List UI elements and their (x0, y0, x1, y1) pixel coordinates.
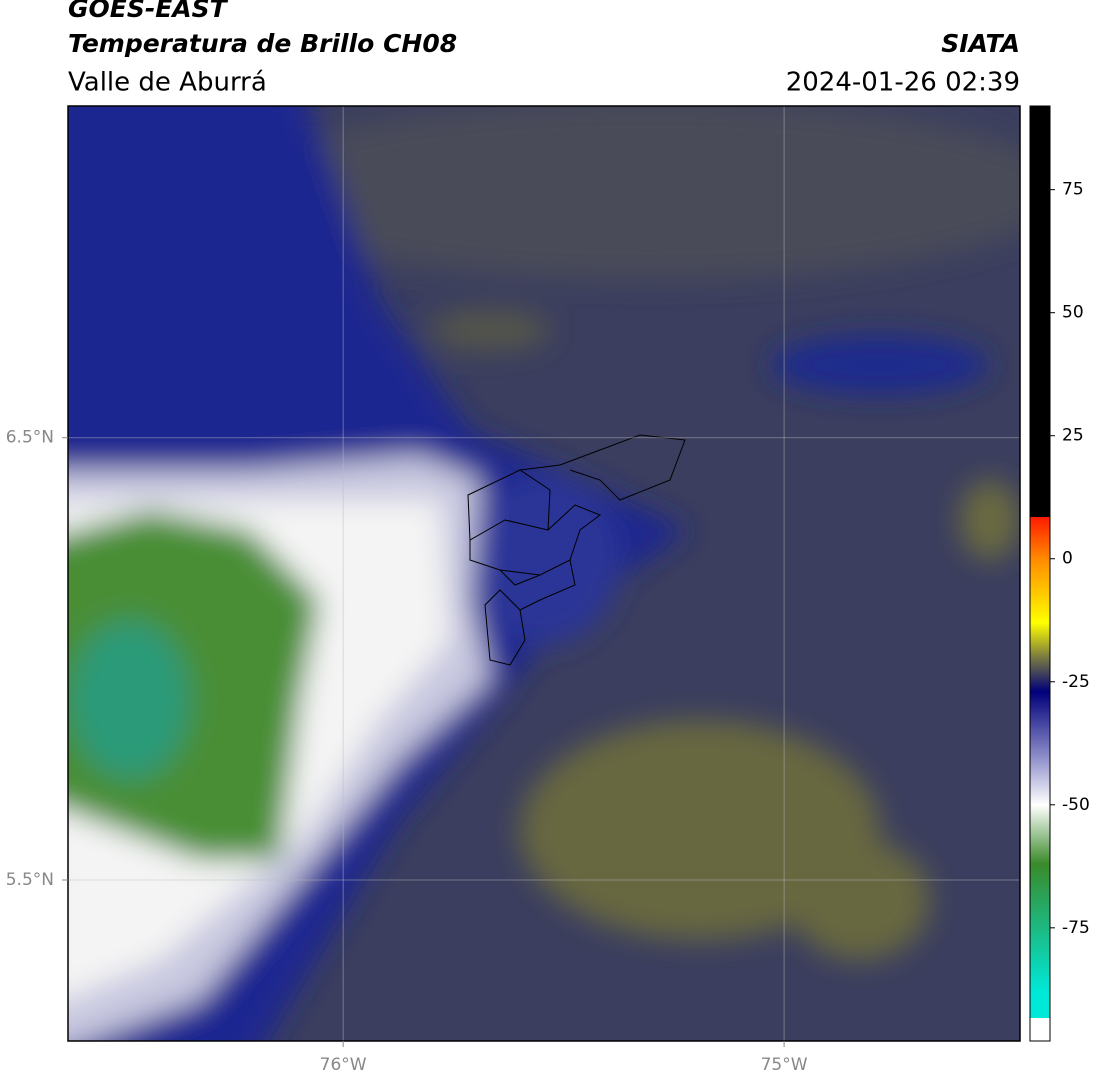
map-grid (68, 106, 1020, 1041)
colorbar-tick-label: -25 (1062, 672, 1090, 692)
title: Temperatura de Brillo CH08 (68, 29, 457, 58)
org: SIATA (941, 29, 1020, 58)
colorbar-tick-label: 0 (1062, 549, 1073, 569)
y-tick-label: 5.5°N (6, 870, 54, 890)
x-tick-label: 75°W (761, 1055, 808, 1075)
datetime: 2024-01-26 02:39 (786, 68, 1020, 98)
region: Valle de Aburrá (68, 68, 267, 98)
x-tick-label: 76°W (320, 1055, 367, 1075)
colorbar-tick-label: -50 (1062, 795, 1090, 815)
colorbar-tick-label: 75 (1062, 180, 1084, 200)
satellite-image (68, 106, 1020, 1041)
colorbar-tick-label: 25 (1062, 426, 1084, 446)
colorbar-tick-label: 50 (1062, 303, 1084, 323)
colorbar-tick-label: -75 (1062, 918, 1090, 938)
y-tick-label: 6.5°N (6, 428, 54, 448)
product-title: GOES-EAST (68, 0, 229, 23)
map-frame (67, 105, 1021, 1042)
colorbar (1029, 105, 1051, 1042)
municipal-boundaries (467, 434, 686, 666)
